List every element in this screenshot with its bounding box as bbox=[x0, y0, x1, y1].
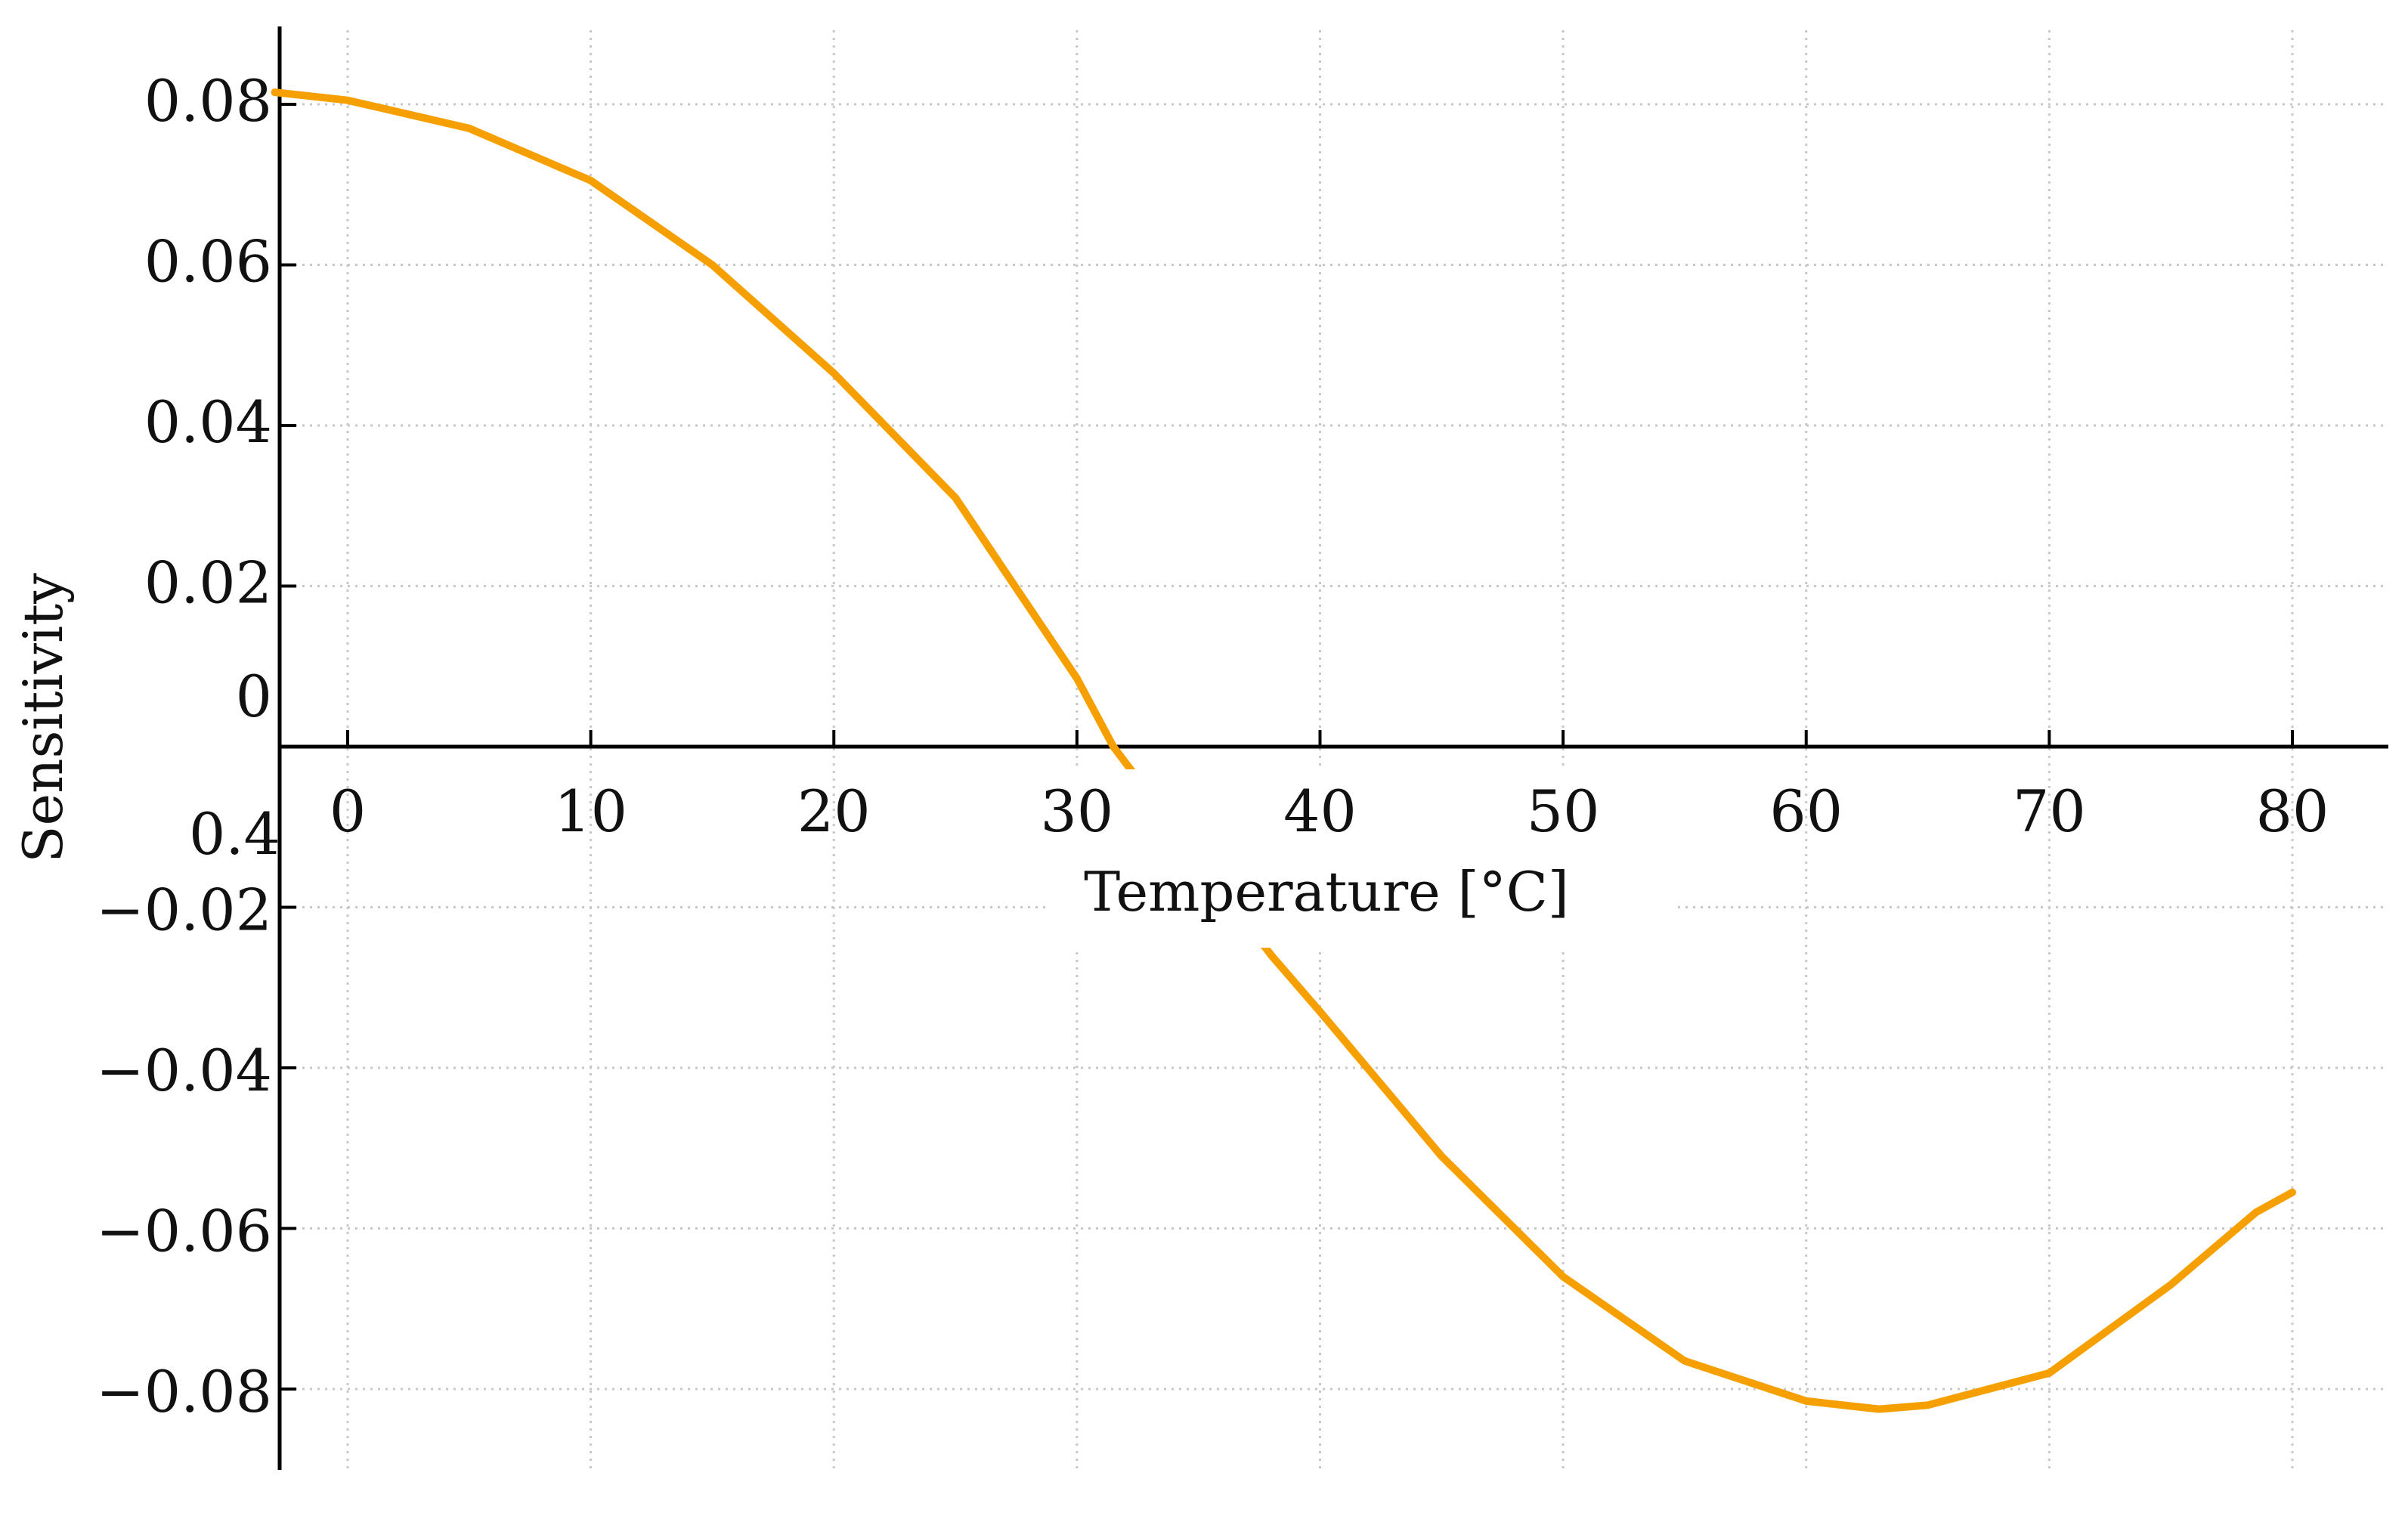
x-tick-label-2: 20 bbox=[797, 778, 871, 845]
y-tick-label-7: 0.06 bbox=[144, 228, 272, 295]
stray-tick-label: 0.4 bbox=[189, 800, 280, 868]
y-tick-label-6: 0.04 bbox=[144, 388, 272, 456]
y-tick-label-8: 0.08 bbox=[144, 67, 272, 135]
x-tick-label-6: 60 bbox=[1769, 778, 1843, 845]
series-line-0 bbox=[271, 88, 2296, 1413]
y-tick-label-3: −0.02 bbox=[96, 877, 272, 944]
y-tick-label-0: −0.08 bbox=[96, 1358, 272, 1425]
y-tick-label-4: 0 bbox=[236, 663, 272, 730]
x-tick-label-3: 30 bbox=[1041, 778, 1114, 845]
y-tick-label-2: −0.04 bbox=[96, 1037, 272, 1104]
labels: 0 10 20 30 40 50 60 70 80 −0.08 −0.06 −0.04 −0.02 0 0.… bbox=[11, 67, 2329, 1425]
axes bbox=[277, 26, 2388, 1470]
x-tick-label-0: 0 bbox=[330, 778, 366, 845]
y-axis-label: Sensitivity bbox=[11, 573, 75, 863]
grid bbox=[280, 30, 2388, 1470]
x-tick-label-1: 10 bbox=[554, 778, 627, 845]
x-axis-label-mask bbox=[1051, 769, 1678, 948]
x-tick-label-8: 80 bbox=[2256, 778, 2329, 845]
y-tick-label-1: −0.06 bbox=[96, 1198, 272, 1265]
x-axis-label-background bbox=[1051, 769, 1678, 948]
y-tick-label-5: 0.02 bbox=[144, 549, 272, 617]
x-tick-label-7: 70 bbox=[2013, 778, 2086, 845]
x-axis-label: Temperature [°C] bbox=[1084, 860, 1569, 924]
series-layer bbox=[271, 88, 2296, 1413]
x-tick-label-4: 40 bbox=[1283, 778, 1357, 845]
x-tick-label-5: 50 bbox=[1527, 778, 1600, 845]
